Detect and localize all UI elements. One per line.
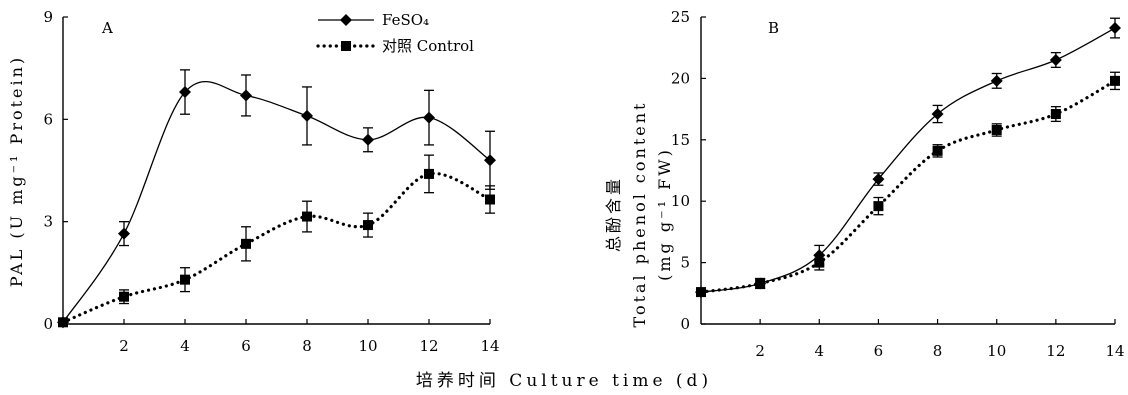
data-point-square — [991, 124, 1002, 135]
y-tick-label: 5 — [680, 254, 690, 272]
x-tick-label: 14 — [1105, 342, 1124, 360]
data-point-diamond — [931, 108, 944, 121]
data-point-square — [696, 287, 706, 298]
y-tick-label: 10 — [671, 192, 690, 210]
series-control — [696, 71, 1120, 298]
data-point-square — [1110, 75, 1120, 86]
x-tick-label: 8 — [933, 342, 943, 360]
data-point-diamond — [1109, 22, 1121, 35]
series-line — [61, 171, 492, 324]
data-point-diamond — [423, 111, 435, 124]
data-point-square — [1050, 109, 1061, 120]
data-point-diamond — [872, 173, 885, 186]
data-point-square — [119, 291, 129, 302]
y-axis-title: PAL (U mg⁻¹ Protein) — [7, 55, 26, 287]
series-line — [699, 79, 1117, 294]
chart-panel-a: 0 3 6 9 2 4 6 8 10 12 14 A PAL (U mg⁻¹ Protein) FeSO₄… — [7, 8, 500, 355]
y-axis-title-line: (mg g⁻¹ FW) — [655, 147, 674, 281]
shared-x-axis-title: 培养时间 Culture time (d) — [415, 371, 713, 391]
data-point-square — [755, 278, 766, 289]
x-tick-label: 2 — [119, 337, 129, 355]
legend-marker-diamond — [340, 14, 352, 26]
data-point-diamond — [118, 227, 130, 240]
y-tick-label: 0 — [680, 315, 690, 333]
panel-label: B — [768, 19, 779, 37]
legend-label-control: 对照 Control — [382, 37, 474, 55]
x-tick-label: 6 — [874, 342, 884, 360]
y-axis-title-line: 总酚含量 — [604, 176, 623, 252]
y-tick-label: 6 — [43, 110, 53, 128]
data-point-square — [180, 274, 190, 285]
series-feso4 — [695, 17, 1121, 299]
x-tick-label: 12 — [419, 337, 438, 355]
data-point-square — [302, 211, 312, 222]
y-tick-label: 9 — [43, 8, 53, 26]
x-tick-label: 4 — [815, 342, 825, 360]
chart-panel-b: 0 5 10 15 20 25 2 4 6 8 10 12 14 B 总酚含量 Total phenol co… — [604, 8, 1125, 360]
data-point-diamond — [240, 89, 252, 102]
data-point-diamond — [990, 74, 1003, 87]
data-point-diamond — [301, 109, 313, 122]
data-point-square — [485, 194, 495, 205]
panel-label: A — [101, 19, 113, 37]
data-point-square — [873, 201, 884, 212]
legend-label-feso4: FeSO₄ — [382, 11, 429, 29]
y-tick-label: 15 — [671, 131, 690, 149]
data-point-diamond — [1049, 53, 1062, 66]
x-tick-label: 8 — [302, 337, 312, 355]
data-point-square — [363, 220, 373, 231]
data-point-diamond — [484, 154, 496, 167]
data-point-square — [424, 168, 434, 179]
x-tick-label: 2 — [755, 342, 765, 360]
data-point-diamond — [179, 86, 191, 99]
legend-marker-square — [341, 41, 351, 51]
series-feso4 — [57, 69, 496, 329]
y-tick-label: 20 — [671, 69, 690, 87]
data-point-square — [932, 145, 943, 156]
y-axis-title-line: Total phenol content — [630, 101, 649, 328]
y-tick-label: 0 — [43, 315, 53, 333]
x-tick-label: 10 — [358, 337, 377, 355]
data-point-square — [814, 257, 825, 268]
x-tick-label: 10 — [987, 342, 1006, 360]
x-tick-label: 12 — [1046, 342, 1065, 360]
legend: FeSO₄ 对照 Control — [316, 11, 474, 55]
data-point-square — [58, 317, 68, 328]
x-tick-label: 14 — [480, 337, 499, 355]
y-tick-label: 25 — [671, 8, 690, 26]
y-tick-label: 3 — [43, 213, 53, 231]
x-tick-label: 4 — [180, 337, 190, 355]
data-point-diamond — [362, 133, 374, 146]
x-tick-label: 6 — [241, 337, 251, 355]
series-control — [58, 154, 495, 328]
data-point-square — [241, 238, 251, 249]
